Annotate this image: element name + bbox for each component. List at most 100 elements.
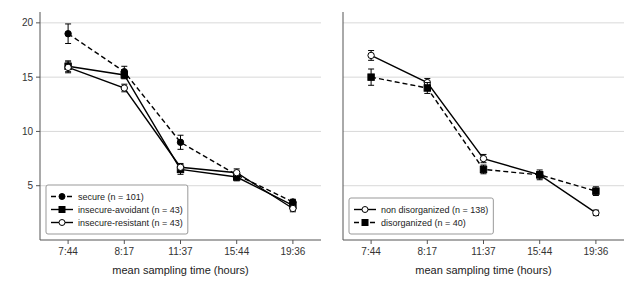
x-tick bbox=[483, 240, 484, 244]
grid-line bbox=[343, 77, 624, 78]
y-tick bbox=[36, 185, 40, 186]
series-line bbox=[371, 77, 596, 191]
marker bbox=[121, 85, 127, 91]
error-cap bbox=[65, 72, 71, 73]
error-bar bbox=[593, 187, 599, 196]
x-tick bbox=[236, 240, 237, 244]
error-bar bbox=[234, 169, 240, 177]
error-cap bbox=[481, 154, 487, 155]
marker bbox=[65, 31, 71, 37]
grid-line bbox=[40, 77, 321, 78]
x-tick-label: 7:44 bbox=[58, 246, 78, 257]
x-tick-label: 15:44 bbox=[527, 246, 552, 257]
error-cap bbox=[65, 43, 71, 44]
legend-label: secure (n = 101) bbox=[78, 192, 144, 202]
error-cap bbox=[593, 186, 599, 187]
error-cap bbox=[537, 179, 543, 180]
error-cap bbox=[481, 165, 487, 166]
marker bbox=[290, 205, 296, 211]
grid-line bbox=[343, 22, 624, 23]
series-line bbox=[68, 66, 293, 205]
x-tick-label: 11:37 bbox=[168, 246, 193, 257]
marker bbox=[424, 85, 430, 91]
x-tick bbox=[427, 240, 428, 244]
x-tick bbox=[68, 240, 69, 244]
error-bar bbox=[290, 205, 296, 212]
marker bbox=[59, 207, 65, 213]
x-tick bbox=[124, 240, 125, 244]
legend-frame bbox=[349, 198, 493, 234]
error-bar bbox=[593, 210, 599, 215]
error-bar bbox=[178, 163, 184, 171]
figure: 51015207:448:1711:3715:4419:36mean sampl… bbox=[0, 0, 634, 305]
x-tick bbox=[292, 240, 293, 244]
error-bar bbox=[178, 135, 184, 149]
series-line bbox=[68, 34, 293, 202]
error-cap bbox=[481, 162, 487, 163]
error-bar bbox=[537, 172, 543, 178]
marker bbox=[537, 172, 543, 178]
marker bbox=[368, 74, 374, 80]
legend-label: insecure-avoidant (n = 43) bbox=[78, 205, 183, 215]
legend-label: non disorganized (n = 138) bbox=[381, 205, 488, 215]
panel: 51015207:448:1711:3715:4419:36mean sampl… bbox=[22, 12, 321, 276]
error-cap bbox=[368, 69, 374, 70]
error-bar bbox=[424, 83, 430, 94]
marker bbox=[480, 155, 486, 161]
y-tick-label: 5 bbox=[27, 180, 33, 191]
x-tick bbox=[539, 240, 540, 244]
x-axis-label: mean sampling time (hours) bbox=[415, 264, 551, 276]
error-cap bbox=[368, 85, 374, 86]
y-tick-label: 10 bbox=[22, 126, 34, 137]
error-bar bbox=[178, 165, 184, 175]
marks bbox=[368, 51, 599, 217]
x-tick-label: 7:44 bbox=[361, 246, 381, 257]
legend-label: disorganized (n = 40) bbox=[381, 218, 466, 228]
legend: non disorganized (n = 138) disorganized (… bbox=[349, 198, 493, 234]
error-bar bbox=[65, 62, 71, 73]
error-cap bbox=[65, 60, 71, 61]
error-bar bbox=[121, 84, 127, 92]
legend: secure (n = 101) insecure-avoidant (n = 4… bbox=[46, 185, 188, 234]
series-line bbox=[371, 55, 596, 212]
y-tick bbox=[36, 131, 40, 132]
legend-frame bbox=[46, 185, 188, 234]
error-cap bbox=[368, 50, 374, 51]
error-cap bbox=[424, 82, 430, 83]
error-cap bbox=[178, 174, 184, 175]
x-tick-label: 8:17 bbox=[418, 246, 438, 257]
error-bar bbox=[65, 24, 71, 44]
marker bbox=[59, 194, 65, 200]
y-axis-line bbox=[343, 12, 344, 240]
y-tick bbox=[36, 22, 40, 23]
x-tick bbox=[180, 240, 181, 244]
grid-line bbox=[343, 185, 624, 186]
panel: 7:448:1711:3715:4419:36mean sampling tim… bbox=[343, 12, 624, 276]
x-tick-label: 11:37 bbox=[471, 246, 496, 257]
marker bbox=[593, 210, 599, 216]
marks bbox=[65, 24, 296, 212]
error-cap bbox=[178, 149, 184, 150]
y-tick-label: 20 bbox=[22, 17, 34, 28]
marker bbox=[480, 166, 486, 172]
marker bbox=[177, 164, 183, 170]
legend-label: insecure-resistant (n = 43) bbox=[78, 218, 183, 228]
error-cap bbox=[424, 93, 430, 94]
marker bbox=[177, 139, 183, 145]
error-cap bbox=[368, 60, 374, 61]
marker bbox=[537, 172, 543, 178]
page: {"chart_data": [ {"type": "line", "categ… bbox=[0, 0, 634, 305]
error-bar bbox=[368, 51, 374, 61]
x-axis-label: mean sampling time (hours) bbox=[112, 264, 248, 276]
grid-line bbox=[343, 131, 624, 132]
marker bbox=[234, 169, 240, 175]
error-cap bbox=[65, 23, 71, 24]
marker bbox=[368, 52, 374, 58]
x-tick-label: 8:17 bbox=[115, 246, 135, 257]
y-axis-line bbox=[40, 12, 41, 240]
marker bbox=[65, 64, 71, 70]
marker bbox=[362, 220, 368, 226]
error-cap bbox=[121, 66, 127, 67]
error-bar bbox=[481, 154, 487, 162]
marker bbox=[362, 207, 368, 213]
